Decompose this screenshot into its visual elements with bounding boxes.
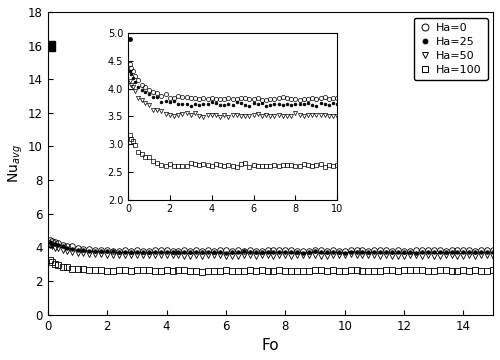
Ha=100 <box>110 269 116 273</box>
Ha=100 <box>366 269 372 273</box>
Ha=25 <box>182 250 188 255</box>
Ha=0 <box>229 248 235 253</box>
Ha=0 <box>64 244 70 248</box>
Ha=50 <box>110 253 116 257</box>
Ha=25 <box>223 251 229 255</box>
Ha=100 <box>64 265 70 269</box>
Ha=25 <box>110 249 116 253</box>
Ha=100 <box>48 258 54 262</box>
Line: Ha=50: Ha=50 <box>48 242 496 259</box>
Ha=0 <box>264 248 270 252</box>
Ha=100 <box>182 268 188 273</box>
Ha=0 <box>48 238 54 242</box>
Line: Ha=25: Ha=25 <box>47 238 496 256</box>
Ha=100 <box>199 269 205 274</box>
Ha=25 <box>270 249 276 254</box>
Ha=50 <box>229 254 235 258</box>
Ha=25 <box>235 250 241 254</box>
Ha=50 <box>419 254 425 258</box>
X-axis label: Fo: Fo <box>262 338 280 353</box>
Ha=0 <box>360 248 366 252</box>
Ha=0 <box>472 249 478 253</box>
Ha=0 <box>182 248 188 252</box>
Ha=100 <box>270 269 276 273</box>
Ha=25 <box>64 246 70 250</box>
Ha=25 <box>48 240 54 244</box>
Ha=50 <box>64 249 70 253</box>
Y-axis label: Nu$_{avg}$: Nu$_{avg}$ <box>7 144 25 183</box>
Line: Ha=0: Ha=0 <box>48 237 496 254</box>
Ha=25 <box>490 250 496 255</box>
Ha=50 <box>360 253 366 257</box>
Ha=0 <box>490 248 496 253</box>
Ha=50 <box>490 253 496 258</box>
Ha=100 <box>490 268 496 273</box>
Ha=50 <box>182 253 188 258</box>
Line: Ha=100: Ha=100 <box>48 257 496 274</box>
Ha=50 <box>264 253 270 257</box>
Ha=0 <box>110 248 116 253</box>
Ha=25 <box>366 250 372 255</box>
Ha=100 <box>235 269 241 273</box>
Ha=50 <box>48 243 54 247</box>
Legend: Ha=0, Ha=25, Ha=50, Ha=100: Ha=0, Ha=25, Ha=50, Ha=100 <box>414 18 488 80</box>
